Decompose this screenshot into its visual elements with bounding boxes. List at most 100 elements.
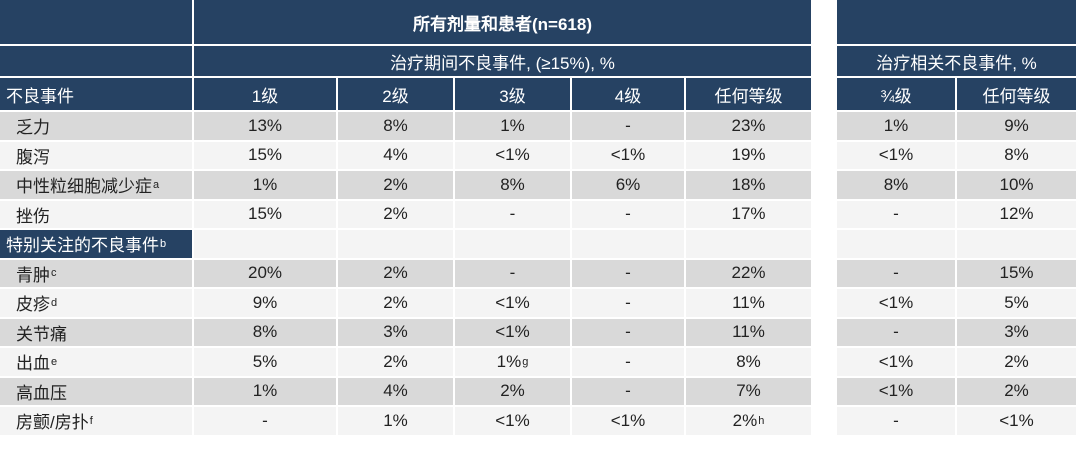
value-cell: 13% [194, 112, 336, 140]
value-cell: - [572, 112, 684, 140]
value-cell: <1% [455, 318, 570, 346]
value-cell: 8% [837, 171, 955, 199]
value-cell: 5% [194, 348, 336, 376]
value-cell: 2% [338, 289, 453, 317]
value-cell: 17% [686, 200, 811, 228]
value-cell: 1% [338, 407, 453, 435]
row-label: 青肿 c [0, 259, 192, 287]
value-cell: 2% [338, 200, 453, 228]
value-cell: - [572, 348, 684, 376]
value-cell: 8% [686, 348, 811, 376]
value-cell: - [572, 259, 684, 287]
value-cell: 22% [686, 259, 811, 287]
value-cell: <1% [455, 407, 570, 435]
value-cell: 7% [686, 377, 811, 405]
corner-blank-top [0, 0, 192, 44]
value-cell: - [572, 200, 684, 228]
value-cell [194, 230, 336, 258]
row-label: 中性粒细胞减少症 a [0, 171, 192, 199]
value-cell: - [572, 289, 684, 317]
value-cell: - [455, 200, 570, 228]
column-header-grade2: 2级 [338, 78, 453, 110]
value-cell: 3% [338, 318, 453, 346]
value-cell: <1% [837, 289, 955, 317]
value-cell: <1% [455, 289, 570, 317]
group-header-treatment-emergent: 治疗期间不良事件, (≥15%), % [194, 46, 811, 76]
value-cell: 2% [338, 259, 453, 287]
value-cell: <1% [957, 407, 1076, 435]
value-cell: - [837, 200, 955, 228]
value-cell: <1% [837, 141, 955, 169]
value-cell [455, 230, 570, 258]
value-cell: 1% [194, 171, 336, 199]
value-cell: 15% [957, 259, 1076, 287]
value-cell: - [837, 407, 955, 435]
column-header-any-grade: 任何等级 [686, 78, 811, 110]
value-cell: 15% [194, 141, 336, 169]
value-cell: 2% h [686, 407, 811, 435]
value-cell: 8% [194, 318, 336, 346]
value-cell: - [837, 259, 955, 287]
row-label: 乏力 [0, 112, 192, 140]
value-cell [837, 230, 955, 258]
corner-blank-mid [0, 46, 192, 76]
value-cell: 1% [455, 112, 570, 140]
value-cell: 19% [686, 141, 811, 169]
value-cell: 8% [455, 171, 570, 199]
value-cell: <1% [572, 407, 684, 435]
value-cell: 2% [957, 377, 1076, 405]
value-cell: 3% [957, 318, 1076, 346]
value-cell: - [455, 259, 570, 287]
value-cell: 9% [194, 289, 336, 317]
value-cell: 1% [837, 112, 955, 140]
row-label: 房颤/房扑 f [0, 407, 192, 435]
value-cell: 2% [338, 171, 453, 199]
row-label: 关节痛 [0, 318, 192, 346]
column-header-grade3: 3级 [455, 78, 570, 110]
value-cell: - [194, 407, 336, 435]
value-cell: 9% [957, 112, 1076, 140]
column-header-adverse-event: 不良事件 [0, 78, 192, 110]
value-cell: 11% [686, 318, 811, 346]
value-cell: 15% [194, 200, 336, 228]
value-cell: <1% [837, 348, 955, 376]
value-cell: <1% [837, 377, 955, 405]
row-label: 腹泻 [0, 141, 192, 169]
row-label: 皮疹 d [0, 289, 192, 317]
value-cell: 11% [686, 289, 811, 317]
value-cell: <1% [455, 141, 570, 169]
value-cell [338, 230, 453, 258]
right-group-blank [837, 0, 1076, 44]
value-cell: 8% [338, 112, 453, 140]
value-cell [572, 230, 684, 258]
value-cell: 20% [194, 259, 336, 287]
table-title: 所有剂量和患者(n=618) [194, 0, 811, 44]
row-label: 挫伤 [0, 200, 192, 228]
value-cell: - [572, 377, 684, 405]
value-cell: 6% [572, 171, 684, 199]
value-cell: 18% [686, 171, 811, 199]
section-header-label: 特别关注的不良事件 b [0, 230, 192, 258]
value-cell: - [837, 318, 955, 346]
column-header-grade1: 1级 [194, 78, 336, 110]
value-cell: 2% [338, 348, 453, 376]
value-cell: 12% [957, 200, 1076, 228]
value-cell [957, 230, 1076, 258]
value-cell: 23% [686, 112, 811, 140]
value-cell: 10% [957, 171, 1076, 199]
column-header-grade3-4: ¾级 [837, 78, 955, 110]
value-cell [686, 230, 811, 258]
column-header-any-grade-related: 任何等级 [957, 78, 1076, 110]
value-cell: 4% [338, 377, 453, 405]
value-cell: 1% [194, 377, 336, 405]
value-cell: - [572, 318, 684, 346]
value-cell: 1% g [455, 348, 570, 376]
value-cell: <1% [572, 141, 684, 169]
row-label: 高血压 [0, 377, 192, 405]
value-cell: 5% [957, 289, 1076, 317]
value-cell: 8% [957, 141, 1076, 169]
value-cell: 4% [338, 141, 453, 169]
value-cell: 2% [957, 348, 1076, 376]
row-label: 出血 e [0, 348, 192, 376]
